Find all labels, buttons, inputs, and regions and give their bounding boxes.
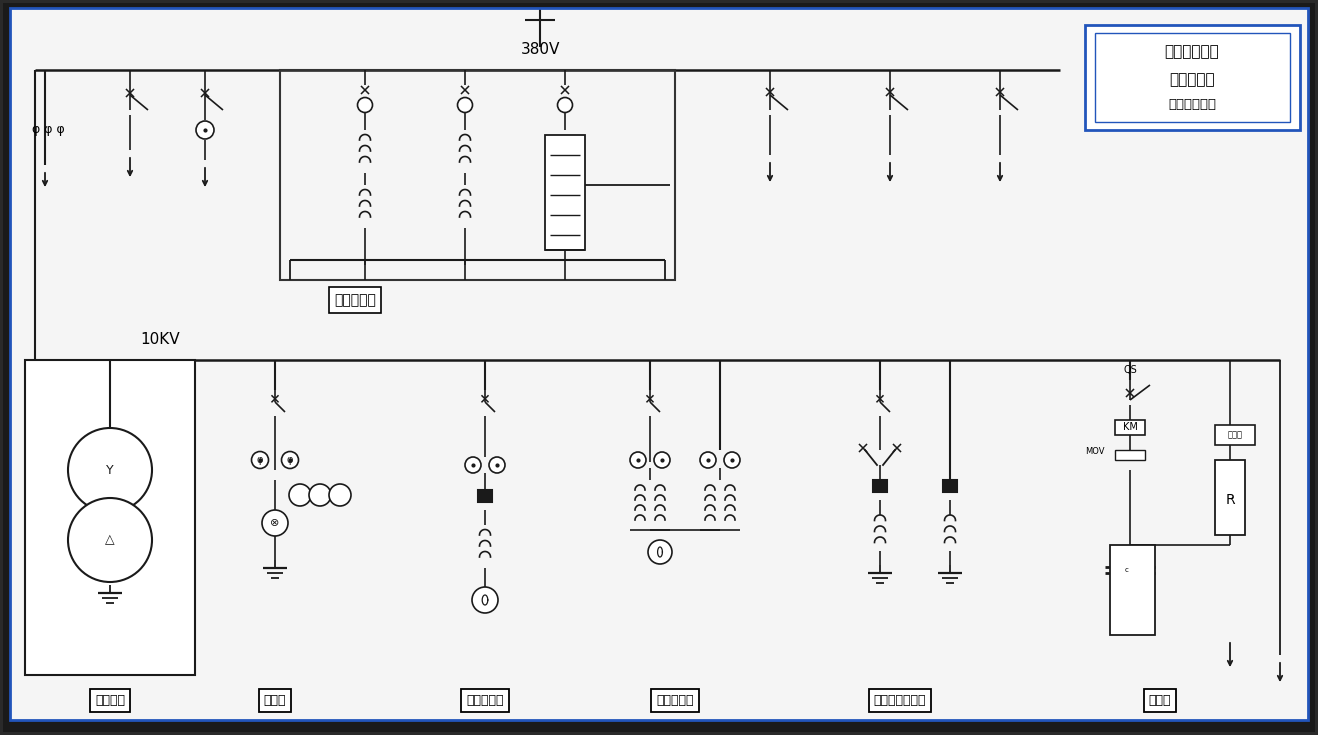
Text: Y: Y — [107, 464, 113, 476]
Bar — [1215, 425, 1255, 445]
Circle shape — [330, 484, 351, 506]
Circle shape — [630, 452, 646, 468]
Circle shape — [472, 587, 498, 613]
Text: 低压设备柜: 低压设备柜 — [333, 293, 376, 307]
Circle shape — [724, 452, 739, 468]
Bar — [546, 135, 585, 250]
Circle shape — [196, 121, 214, 139]
Bar — [942, 480, 957, 492]
Circle shape — [69, 428, 152, 512]
Text: 高压线路柜: 高压线路柜 — [656, 694, 693, 706]
Bar — [1085, 25, 1300, 130]
Text: 智能柔性电力: 智能柔性电力 — [1165, 45, 1219, 60]
Bar — [478, 490, 492, 502]
Text: 实验室结构图: 实验室结构图 — [1168, 98, 1217, 112]
Text: 380V: 380V — [521, 43, 560, 57]
Bar — [1115, 450, 1145, 460]
Text: MOV: MOV — [1085, 448, 1104, 456]
Circle shape — [357, 98, 373, 112]
Text: ⊗: ⊗ — [270, 518, 279, 528]
Circle shape — [282, 451, 298, 468]
Text: φ: φ — [287, 455, 293, 465]
Text: 进线柜: 进线柜 — [264, 694, 286, 706]
Circle shape — [558, 98, 572, 112]
Circle shape — [69, 498, 152, 582]
Bar — [1110, 545, 1155, 635]
Circle shape — [308, 484, 331, 506]
Bar — [1115, 420, 1145, 435]
Text: φ: φ — [257, 455, 264, 465]
Bar — [279, 70, 675, 280]
Text: R: R — [1226, 493, 1235, 507]
Circle shape — [289, 484, 311, 506]
Text: 无功补偿柜: 无功补偿柜 — [467, 694, 503, 706]
Text: 10KV: 10KV — [140, 332, 179, 348]
Bar — [873, 480, 887, 492]
Text: 阻容柜: 阻容柜 — [1149, 694, 1172, 706]
Bar — [1215, 460, 1246, 535]
Circle shape — [654, 452, 670, 468]
Circle shape — [465, 457, 481, 473]
Circle shape — [700, 452, 716, 468]
Text: 变压器柜: 变压器柜 — [95, 694, 125, 706]
Text: QS: QS — [1123, 365, 1137, 375]
Circle shape — [489, 457, 505, 473]
Text: KM: KM — [1123, 423, 1137, 432]
Circle shape — [648, 540, 672, 564]
Circle shape — [252, 451, 269, 468]
Text: 高压开关设备柜: 高压开关设备柜 — [874, 694, 927, 706]
Bar — [25, 360, 195, 675]
Text: 装置与控制: 装置与控制 — [1169, 73, 1215, 87]
Circle shape — [262, 510, 289, 536]
Text: φ φ φ: φ φ φ — [32, 123, 65, 137]
Text: △: △ — [105, 534, 115, 547]
Text: 空制器: 空制器 — [1227, 431, 1243, 440]
Circle shape — [457, 98, 472, 112]
Text: c: c — [1126, 567, 1130, 573]
Bar — [1095, 33, 1290, 122]
